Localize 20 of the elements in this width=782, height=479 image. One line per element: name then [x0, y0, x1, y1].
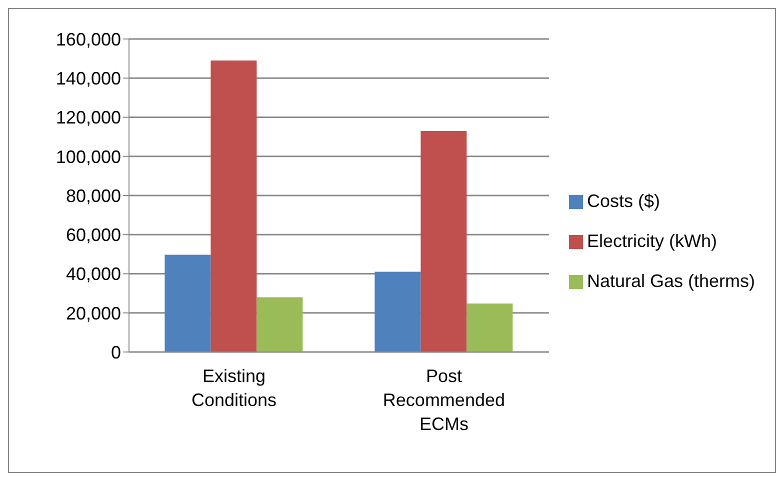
y-tick-label: 160,000	[56, 29, 121, 50]
legend-label: Costs ($)	[586, 190, 660, 210]
y-tick-label: 120,000	[56, 108, 121, 128]
bar	[256, 297, 303, 352]
x-tick-label: Existing Conditions	[191, 366, 277, 410]
y-tick-label: 0	[110, 342, 121, 362]
bar	[210, 60, 257, 352]
legend-label: Natural Gas (therms)	[586, 270, 755, 290]
y-tick-label: 40,000	[66, 264, 121, 284]
y-tick-label: 100,000	[56, 146, 121, 167]
y-tick-label: 20,000	[66, 303, 121, 324]
bar	[466, 303, 513, 352]
y-tick-label: 140,000	[56, 68, 121, 89]
bar	[374, 272, 421, 352]
y-tick-label: 60,000	[66, 225, 121, 246]
x-tick-label: Post Recommended ECMs	[382, 366, 505, 434]
bar	[164, 254, 211, 352]
y-tick-label: 80,000	[66, 186, 121, 206]
bar	[420, 130, 467, 352]
legend-label: Electricity (kWh)	[586, 230, 717, 250]
